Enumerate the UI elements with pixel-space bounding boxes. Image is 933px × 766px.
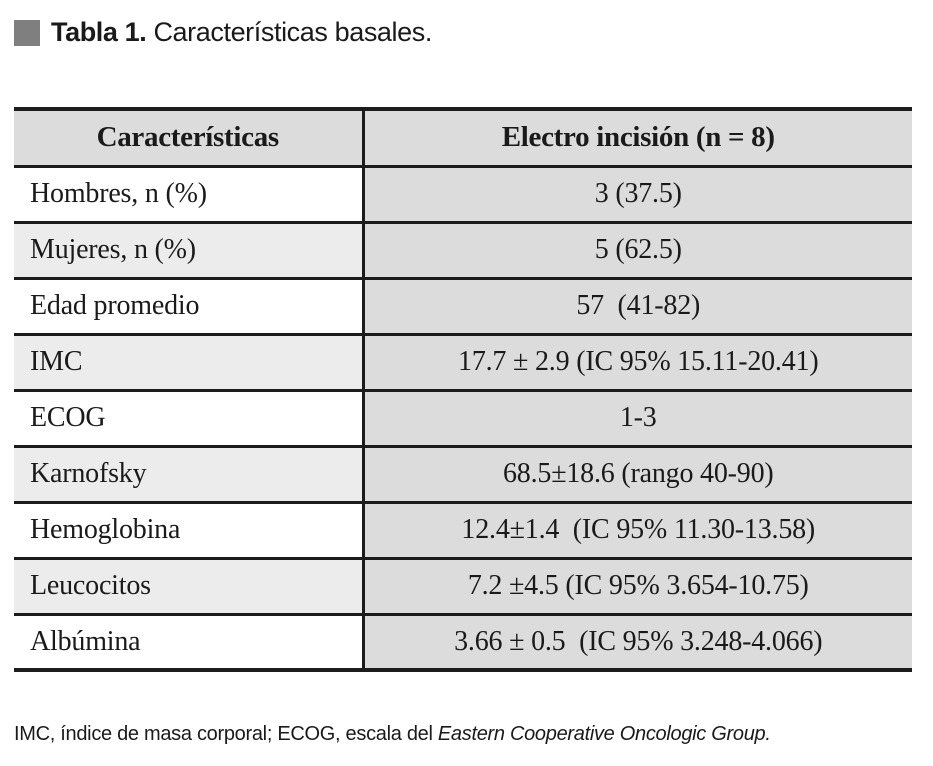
table-row: IMC 17.7 ± 2.9 (IC 95% 15.11-20.41) xyxy=(14,332,912,392)
table-row: Karnofsky 68.5±18.6 (rango 40-90) xyxy=(14,444,912,504)
row-value-cell: 3 (37.5) xyxy=(363,164,912,224)
row-value-cell: 7.2 ±4.5 (IC 95% 3.654-10.75) xyxy=(363,556,912,616)
table-row: Leucocitos 7.2 ±4.5 (IC 95% 3.654-10.75) xyxy=(14,556,912,616)
row-value-cell: 68.5±18.6 (rango 40-90) xyxy=(363,444,912,504)
row-value-cell: 57 (41-82) xyxy=(363,276,912,336)
table-row: ECOG 1-3 xyxy=(14,388,912,448)
row-label-cell: Hemoglobina xyxy=(14,500,365,560)
table-title: Tabla 1. Características basales. xyxy=(14,17,933,48)
column-header-electro-incision: Electro incisión (n = 8) xyxy=(363,107,912,168)
row-label-cell: Hombres, n (%) xyxy=(14,164,365,224)
table-row: Albúmina 3.66 ± 0.5 (IC 95% 3.248-4.066) xyxy=(14,612,912,672)
table-row: Hombres, n (%) 3 (37.5) xyxy=(14,164,912,224)
title-text: Tabla 1. Características basales. xyxy=(51,17,432,48)
row-label-cell: Karnofsky xyxy=(14,444,365,504)
table-body: Hombres, n (%) 3 (37.5) Mujeres, n (%) 5… xyxy=(14,164,912,672)
page: Tabla 1. Características basales. Caract… xyxy=(14,17,933,746)
row-value-cell: 12.4±1.4 (IC 95% 11.30-13.58) xyxy=(363,500,912,560)
row-label-cell: IMC xyxy=(14,332,365,392)
header-row: Características Electro incisión (n = 8) xyxy=(14,107,912,168)
title-caption: Características basales. xyxy=(146,17,432,47)
title-square-bullet-icon xyxy=(14,19,40,46)
table-footnote: IMC, índice de masa corporal; ECOG, esca… xyxy=(14,723,933,746)
row-label-cell: Leucocitos xyxy=(14,556,365,616)
row-label-cell: Albúmina xyxy=(14,612,365,672)
row-label-cell: Edad promedio xyxy=(14,276,365,336)
footnote-italic-text: Eastern Cooperative Oncologic Group. xyxy=(437,723,771,745)
footnote-regular-text: IMC, índice de masa corporal; ECOG, esca… xyxy=(14,723,438,745)
row-label-cell: ECOG xyxy=(14,388,365,448)
row-value-cell: 5 (62.5) xyxy=(363,220,912,280)
row-label-cell: Mujeres, n (%) xyxy=(14,220,365,280)
row-value-cell: 3.66 ± 0.5 (IC 95% 3.248-4.066) xyxy=(363,612,912,672)
column-header-caracteristicas: Características xyxy=(14,107,365,168)
table-row: Hemoglobina 12.4±1.4 (IC 95% 11.30-13.58… xyxy=(14,500,912,560)
row-value-cell: 17.7 ± 2.9 (IC 95% 15.11-20.41) xyxy=(363,332,912,392)
title-label: Tabla 1. xyxy=(51,17,147,47)
table-row: Edad promedio 57 (41-82) xyxy=(14,276,912,336)
baseline-characteristics-table: Características Electro incisión (n = 8)… xyxy=(14,107,912,672)
row-value-cell: 1-3 xyxy=(363,388,912,448)
table-row: Mujeres, n (%) 5 (62.5) xyxy=(14,220,912,280)
